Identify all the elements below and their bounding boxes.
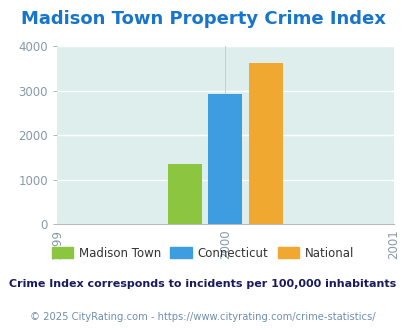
- Text: Madison Town Property Crime Index: Madison Town Property Crime Index: [21, 10, 384, 28]
- Text: © 2025 CityRating.com - https://www.cityrating.com/crime-statistics/: © 2025 CityRating.com - https://www.city…: [30, 312, 375, 322]
- Bar: [248, 63, 282, 224]
- Bar: [208, 94, 242, 224]
- Legend: Madison Town, Connecticut, National: Madison Town, Connecticut, National: [47, 242, 358, 264]
- Text: Crime Index corresponds to incidents per 100,000 inhabitants: Crime Index corresponds to incidents per…: [9, 279, 396, 289]
- Bar: [168, 164, 201, 224]
